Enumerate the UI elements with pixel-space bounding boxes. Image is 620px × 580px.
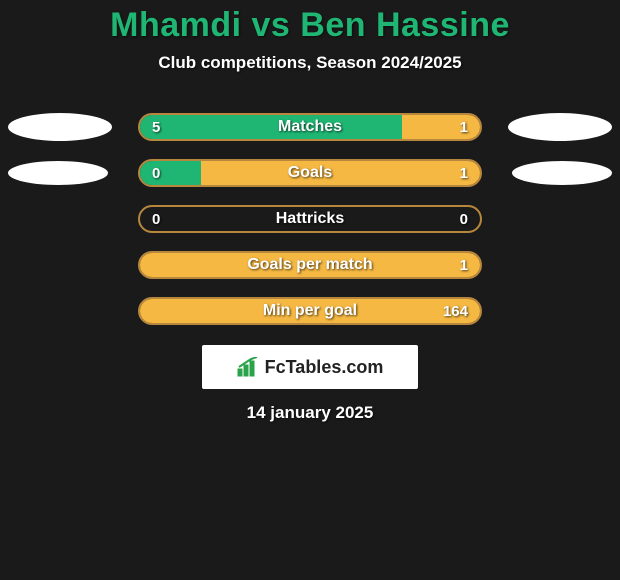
stat-label: Goals: [140, 161, 480, 185]
player-oval-left: [8, 113, 112, 141]
stat-label: Hattricks: [140, 207, 480, 231]
stat-row: Hattricks0 0: [0, 205, 620, 233]
player-oval-left: [8, 161, 108, 185]
stat-right-value: 1: [460, 253, 468, 277]
comparison-infographic: Mhamdi vs Ben Hassine Club competitions,…: [0, 0, 620, 580]
stat-bar: Hattricks0 0: [138, 205, 482, 233]
stat-label: Matches: [140, 115, 480, 139]
stat-bar: Min per goal164: [138, 297, 482, 325]
date-text: 14 january 2025: [0, 403, 620, 423]
stat-right-value: 1: [460, 115, 468, 139]
stat-left-value: 5: [152, 115, 160, 139]
stat-row: Goals0 1: [0, 159, 620, 187]
stat-left-value: 0: [152, 207, 160, 231]
page-title: Mhamdi vs Ben Hassine: [0, 0, 620, 45]
stat-bar: Goals per match1: [138, 251, 482, 279]
subtitle: Club competitions, Season 2024/2025: [0, 53, 620, 73]
stat-row: Matches5 1: [0, 113, 620, 141]
player-oval-right: [512, 161, 612, 185]
logo-text: FcTables.com: [265, 357, 384, 378]
stat-right-value: 0: [460, 207, 468, 231]
stat-label: Goals per match: [140, 253, 480, 277]
logo-box: FcTables.com: [202, 345, 418, 389]
stat-bar: Matches5 1: [138, 113, 482, 141]
stat-bar: Goals0 1: [138, 159, 482, 187]
stat-right-value: 164: [443, 299, 468, 323]
stat-row: Goals per match1: [0, 251, 620, 279]
stat-label: Min per goal: [140, 299, 480, 323]
stat-row: Min per goal164: [0, 297, 620, 325]
logo-chart-icon: [237, 357, 259, 377]
player-oval-right: [508, 113, 612, 141]
stat-right-value: 1: [460, 161, 468, 185]
stat-rows: Matches51Goals01Hattricks00Goals per mat…: [0, 113, 620, 325]
stat-left-value: 0: [152, 161, 160, 185]
